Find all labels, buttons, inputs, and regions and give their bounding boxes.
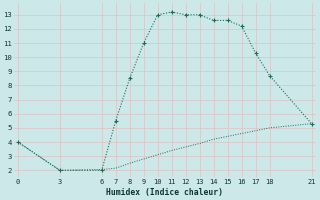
X-axis label: Humidex (Indice chaleur): Humidex (Indice chaleur) [106, 188, 223, 197]
